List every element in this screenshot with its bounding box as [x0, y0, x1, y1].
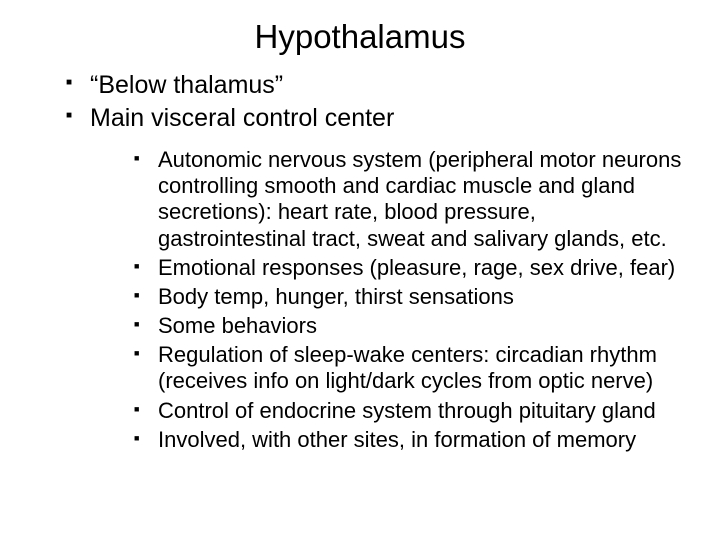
- list-item: Some behaviors: [134, 313, 686, 339]
- list-item: Regulation of sleep-wake centers: circad…: [134, 342, 686, 394]
- bullet-list-level2: Autonomic nervous system (peripheral mot…: [90, 147, 686, 453]
- list-item: Emotional responses (pleasure, rage, sex…: [134, 255, 686, 281]
- list-item: Body temp, hunger, thirst sensations: [134, 284, 686, 310]
- list-item: “Below thalamus”: [66, 70, 686, 101]
- bullet-list-level1: “Below thalamus” Main visceral control c…: [34, 70, 686, 453]
- list-item: Autonomic nervous system (peripheral mot…: [134, 147, 686, 252]
- list-item-text: Main visceral control center: [90, 104, 394, 132]
- slide-title: Hypothalamus: [34, 18, 686, 56]
- list-item: Involved, with other sites, in formation…: [134, 427, 686, 453]
- slide: Hypothalamus “Below thalamus” Main visce…: [0, 0, 720, 540]
- list-item: Control of endocrine system through pitu…: [134, 398, 686, 424]
- list-item: Main visceral control center Autonomic n…: [66, 103, 686, 453]
